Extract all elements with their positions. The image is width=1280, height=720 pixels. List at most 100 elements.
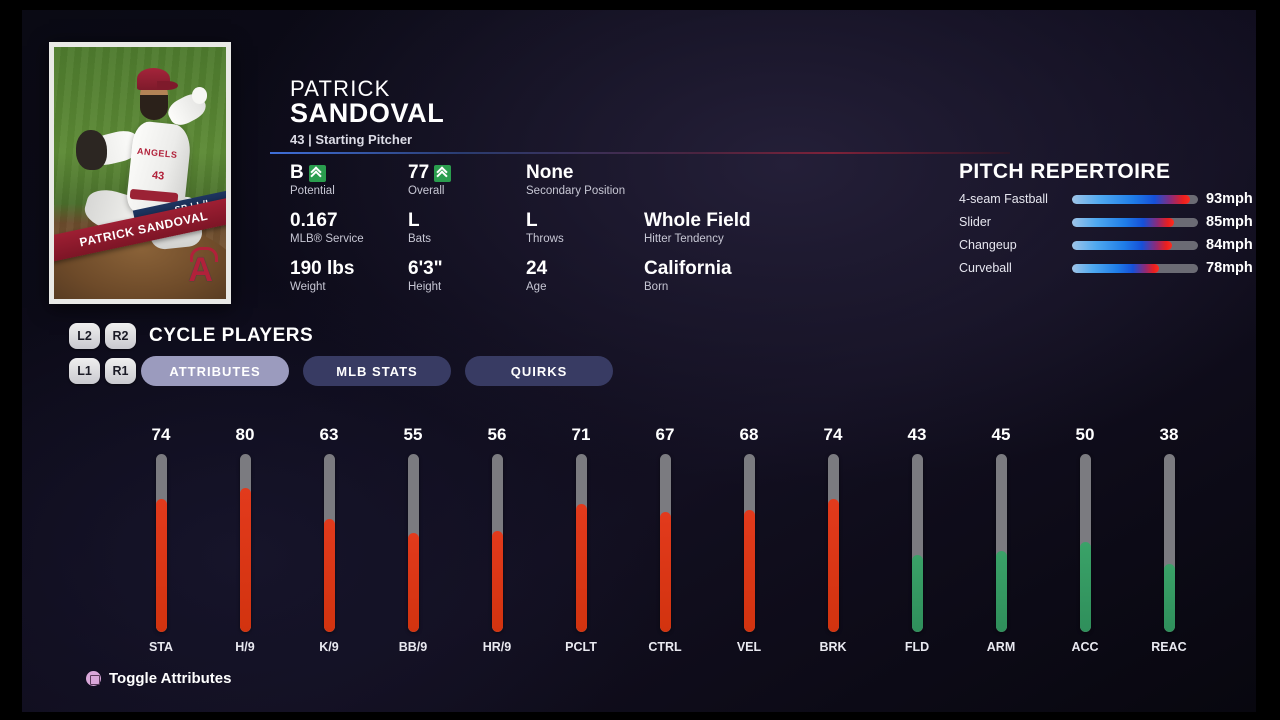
- attribute-fill: [827, 498, 839, 632]
- attribute-label: CTRL: [648, 640, 682, 654]
- pitch-speed-fill: [1072, 263, 1159, 273]
- pitch-speed-fill: [1072, 217, 1175, 227]
- pitch-repertoire-list: 4-seam Fastball 93mph Slider 85mph Changeup 8…: [959, 188, 1256, 280]
- footer-hint[interactable]: Toggle Attributes: [86, 670, 232, 687]
- pitch-row: Curveball 78mph: [959, 257, 1256, 279]
- attribute-value: 74: [151, 425, 171, 444]
- pitch-speed-value: 85mph: [1206, 214, 1253, 230]
- pitcher-beard: [140, 94, 168, 121]
- pitch-name: Curveball: [959, 261, 1012, 275]
- bio-item-weight: 190 lbs Weight: [290, 258, 408, 293]
- pitch-speed-fill: [1072, 194, 1191, 204]
- attribute-label: VEL: [736, 640, 762, 654]
- attribute-fill: [743, 509, 755, 632]
- attribute-bar-reac[interactable]: 38 REAC: [1127, 425, 1211, 654]
- attribute-value: 56: [487, 425, 507, 444]
- bio-label: Overall: [408, 185, 445, 197]
- bio-item-bats: L Bats: [408, 210, 526, 245]
- attribute-label: REAC: [1151, 640, 1187, 654]
- pitch-name: Changeup: [959, 238, 1017, 252]
- attribute-label: ARM: [986, 640, 1016, 654]
- up-arrow-icon: [308, 164, 326, 182]
- attribute-track: [407, 454, 419, 632]
- pitch-name: 4-seam Fastball: [959, 192, 1048, 206]
- attribute-track: [1079, 454, 1091, 632]
- pitch-row: Changeup 84mph: [959, 234, 1256, 256]
- bio-value: Whole Field: [644, 210, 751, 231]
- attribute-track: [659, 454, 671, 632]
- attribute-label: BRK: [819, 640, 847, 654]
- tab-quirks[interactable]: QUIRKS: [465, 356, 613, 386]
- pitch-speed-track: [1072, 194, 1198, 204]
- attribute-bar-brk[interactable]: 74 BRK: [791, 425, 875, 654]
- attribute-bar-fld[interactable]: 43 FLD: [875, 425, 959, 654]
- bio-value: L: [526, 210, 538, 231]
- bio-value: 24: [526, 258, 548, 279]
- attribute-track: [323, 454, 335, 632]
- attribute-value: 38: [1159, 425, 1179, 444]
- attribute-track: [239, 454, 251, 632]
- attribute-value: 80: [235, 425, 255, 444]
- tab-mlb-stats[interactable]: MLB STATS: [303, 356, 451, 386]
- attribute-label: ACC: [1071, 640, 1099, 654]
- attribute-bar-ctrl[interactable]: 67 CTRL: [623, 425, 707, 654]
- bio-label: Weight: [290, 281, 326, 293]
- player-card[interactable]: ANGELS 43 SP | L/L PATRICK SANDOVAL A: [49, 42, 231, 304]
- attribute-fill: [1163, 563, 1175, 632]
- r2-button-icon[interactable]: R2: [105, 323, 136, 349]
- bio-item-born: California Born: [644, 258, 804, 293]
- bio-label: Potential: [290, 185, 335, 197]
- player-first-name: PATRICK: [290, 76, 391, 101]
- attribute-bar-vel[interactable]: 68 VEL: [707, 425, 791, 654]
- player-card-page: ANGELS 43 SP | L/L PATRICK SANDOVAL A PA…: [22, 10, 1256, 712]
- attribute-fill: [911, 554, 923, 632]
- bio-label: Secondary Position: [526, 185, 626, 197]
- header-divider: [270, 152, 1010, 154]
- attribute-bar-bb9[interactable]: 55 BB/9: [371, 425, 455, 654]
- attribute-fill: [155, 498, 167, 632]
- bio-label: Bats: [408, 233, 432, 245]
- l1-button-icon[interactable]: L1: [69, 358, 100, 384]
- attribute-value: 67: [655, 425, 675, 444]
- attribute-fill: [995, 551, 1007, 632]
- attribute-bar-hr9[interactable]: 56 HR/9: [455, 425, 539, 654]
- attribute-bar-pclt[interactable]: 71 PCLT: [539, 425, 623, 654]
- pitch-repertoire-title: PITCH REPERTOIRE: [959, 160, 1171, 183]
- attribute-label: STA: [148, 640, 174, 654]
- attribute-fill: [239, 488, 251, 632]
- attribute-bar-acc[interactable]: 50 ACC: [1043, 425, 1127, 654]
- attribute-value: 55: [403, 425, 423, 444]
- attribute-fill: [407, 533, 419, 632]
- attribute-bar-h9[interactable]: 80 H/9: [203, 425, 287, 654]
- r1-button-icon[interactable]: R1: [105, 358, 136, 384]
- attribute-label: FLD: [904, 640, 930, 654]
- player-number-position: 43 | Starting Pitcher: [290, 132, 413, 147]
- attribute-label: PCLT: [565, 640, 597, 654]
- bio-value: B: [290, 162, 304, 183]
- bio-value: 77: [408, 162, 430, 183]
- attribute-bar-arm[interactable]: 45 ARM: [959, 425, 1043, 654]
- attribute-value: 43: [907, 425, 927, 444]
- angels-logo-icon: A: [186, 247, 218, 291]
- attribute-value: 63: [319, 425, 339, 444]
- bio-item-mlb-service: 0.167 MLB® Service: [290, 210, 408, 245]
- bio-label: Throws: [526, 233, 564, 245]
- attribute-bar-k9[interactable]: 63 K/9: [287, 425, 371, 654]
- bio-value: 190 lbs: [290, 258, 355, 279]
- bio-value: None: [526, 162, 574, 183]
- bio-item-height: 6'3" Height: [408, 258, 526, 293]
- pitcher-cap-bill: [157, 81, 178, 90]
- tab-attributes[interactable]: ATTRIBUTES: [141, 356, 289, 386]
- player-last-name: SANDOVAL: [290, 98, 445, 128]
- attribute-bar-sta[interactable]: 74 STA: [119, 425, 203, 654]
- attributes-chart: 74 STA 80 H/9 63 K/9 55 BB/9 56 HR/9 71 PCLT 67 CTRL 6…: [119, 425, 1211, 654]
- attribute-value: 74: [823, 425, 843, 444]
- up-arrow-icon: [434, 164, 452, 182]
- bio-row: 0.167 MLB® Service L Bats L Throws Whole…: [290, 210, 850, 245]
- attribute-fill: [575, 504, 587, 632]
- l2-button-icon[interactable]: L2: [69, 323, 100, 349]
- attribute-label: K/9: [319, 640, 339, 654]
- pitch-speed-track: [1072, 263, 1198, 273]
- player-card-art: ANGELS 43 SP | L/L PATRICK SANDOVAL A: [54, 47, 226, 299]
